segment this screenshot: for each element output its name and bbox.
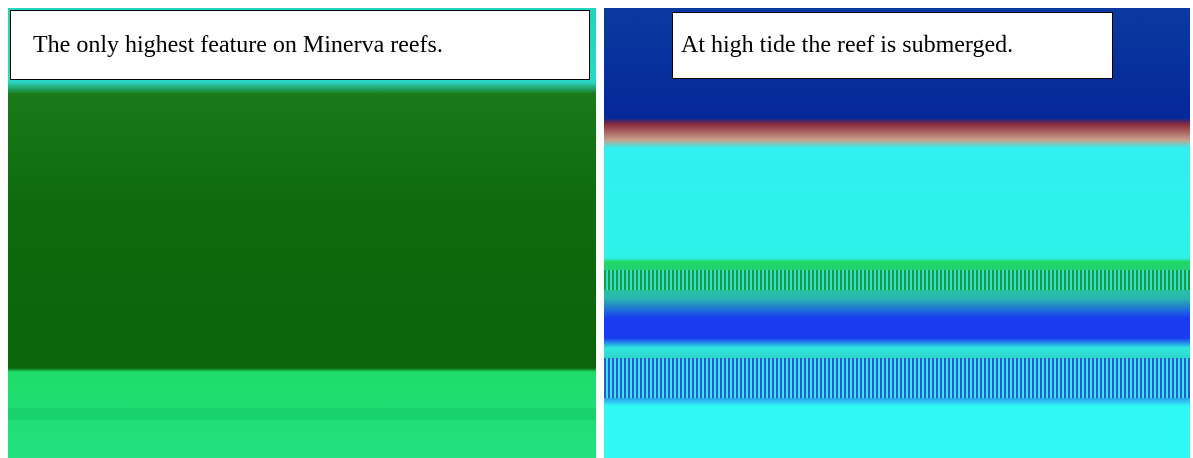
photo-panel: At high tide the reef is submerged. <box>604 8 1190 458</box>
image-texture <box>604 358 1190 398</box>
image-texture <box>8 408 596 420</box>
photo-panel: The only highest feature on Minerva reef… <box>8 8 596 458</box>
page: The only highest feature on Minerva reef… <box>0 0 1193 458</box>
image-texture <box>604 270 1190 290</box>
caption: At high tide the reef is submerged. <box>672 12 1113 79</box>
caption: The only highest feature on Minerva reef… <box>10 10 590 80</box>
